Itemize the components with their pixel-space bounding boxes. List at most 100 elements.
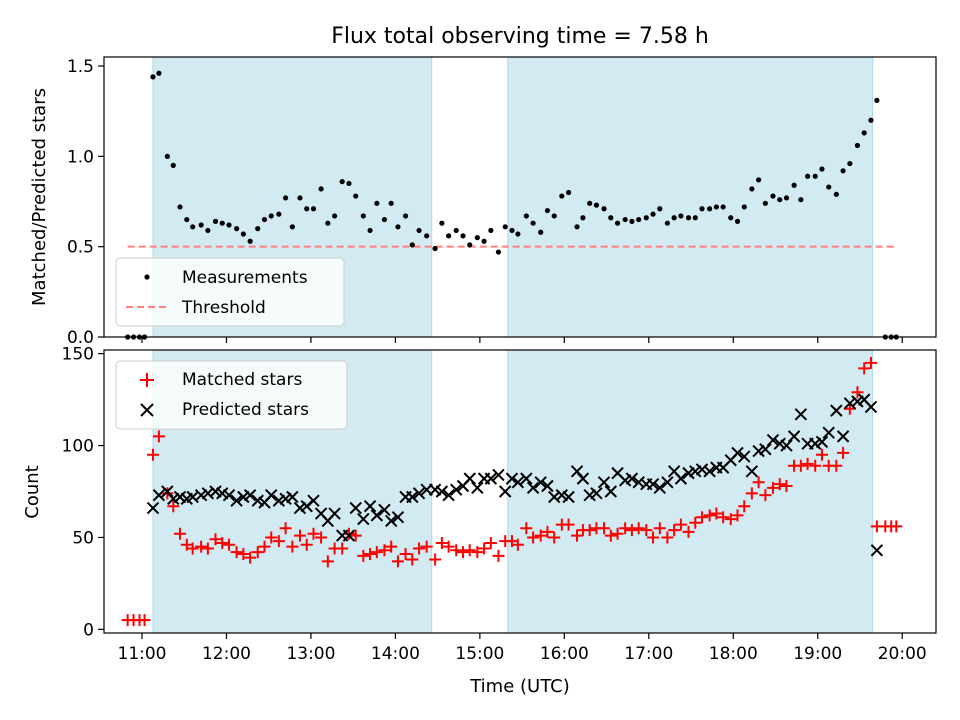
measurement-point <box>798 197 804 203</box>
matched-stars-point <box>420 540 433 553</box>
matched-stars-point <box>604 529 617 542</box>
matched-stars-point <box>378 544 391 557</box>
measurement-point <box>664 220 670 226</box>
measurement-point <box>805 173 811 179</box>
matched-stars-point <box>625 524 638 537</box>
predicted-stars-point <box>766 433 780 447</box>
matched-stars-point <box>237 547 250 560</box>
measurement-point <box>741 204 747 210</box>
predicted-stars-point <box>286 490 299 504</box>
figure-title: Flux total observing time = 7.58 h <box>331 24 709 49</box>
predicted-stars-point <box>780 439 793 452</box>
measurement-point <box>608 215 614 221</box>
measurement-point <box>854 142 861 149</box>
top-panel: 0.0 0.5 1.0 1.5 Matched/Predicted stars Mea… <box>29 56 937 348</box>
predicted-stars-point <box>674 472 688 485</box>
predicted-stars-point <box>499 485 512 498</box>
matched-stars-point <box>186 542 199 555</box>
measurement-point <box>388 200 394 206</box>
matched-stars-point <box>478 542 491 555</box>
measurement-point <box>297 195 303 201</box>
measurement-point <box>544 207 551 214</box>
measurement-point <box>699 206 705 212</box>
predicted-stars-point <box>534 476 547 489</box>
predicted-stars-point <box>646 477 660 491</box>
measurement-point <box>580 215 586 221</box>
matched-stars-point <box>619 522 632 535</box>
bottom-ylabel: Count <box>22 465 43 518</box>
predicted-stars-point <box>161 485 174 498</box>
matched-stars-point <box>286 540 299 553</box>
matched-stars-point <box>161 487 174 500</box>
measurement-point <box>276 211 282 217</box>
measurement-point <box>601 206 607 212</box>
measurement-point <box>762 200 768 206</box>
predicted-stars-point <box>370 509 384 522</box>
measurement-point <box>502 224 508 230</box>
measurement-point <box>318 186 324 192</box>
measurement-point <box>190 224 196 230</box>
y-tick-label: 1.0 <box>67 147 94 167</box>
measurement-point <box>395 224 401 230</box>
legend-matched-label: Matched stars <box>182 370 302 390</box>
measurement-point <box>255 226 261 232</box>
matched-stars-point <box>244 551 257 564</box>
matched-stars-point <box>315 531 328 544</box>
matched-stars-point <box>321 555 334 568</box>
matched-stars-point <box>429 553 442 566</box>
measurement-point <box>402 213 409 219</box>
measurement-point <box>481 238 487 244</box>
matched-stars-point <box>138 614 151 627</box>
matched-stars-point <box>696 511 709 524</box>
measurement-point <box>713 204 719 210</box>
predicted-stars-point <box>562 490 575 504</box>
matched-stars-point <box>794 459 807 472</box>
matched-stars-point <box>195 540 208 553</box>
measurement-point <box>565 189 572 196</box>
measurement-point <box>234 226 240 232</box>
x-tick-label: 15:00 <box>455 644 504 664</box>
matched-stars-point <box>611 527 624 540</box>
measurement-point <box>409 242 415 248</box>
measurement-point <box>622 216 628 223</box>
matched-stars-point <box>471 546 484 559</box>
predicted-stars-point <box>435 485 449 498</box>
predicted-stars-point <box>815 435 829 449</box>
measurement-point <box>424 233 430 239</box>
predicted-stars-point <box>505 472 519 485</box>
x-tick-label: 11:00 <box>118 644 167 664</box>
measurement-point <box>812 173 818 179</box>
predicted-stars-point <box>265 488 278 502</box>
bottom-legend-frame <box>115 360 348 430</box>
matched-stars-point <box>511 538 524 551</box>
x-tick-label: 19:00 <box>793 644 842 664</box>
predicted-stars-point <box>230 494 243 507</box>
measurement-point <box>574 224 580 230</box>
measurement-point <box>453 227 459 234</box>
predicted-stars-point <box>541 479 554 493</box>
bottom-xlabel: Time (UTC) <box>469 676 570 697</box>
matched-stars-point <box>864 356 877 369</box>
matched-stars-point <box>463 544 476 557</box>
predicted-stars-point <box>590 487 603 500</box>
matched-stars-point <box>809 459 822 472</box>
predicted-stars-point <box>604 485 618 498</box>
matched-stars-point <box>230 546 243 559</box>
predicted-stars-point <box>222 488 236 502</box>
matched-stars-point <box>167 500 180 513</box>
y-tick-label: 50 <box>72 528 94 548</box>
predicted-stars-point <box>787 430 801 443</box>
matched-stars-point <box>562 518 575 531</box>
top-legend-frame <box>115 257 345 327</box>
matched-stars-point <box>520 522 533 535</box>
predicted-stars-point <box>450 483 463 496</box>
measurement-point <box>614 220 621 226</box>
matched-stars-point <box>717 511 730 524</box>
matched-stars-point <box>682 525 695 538</box>
measurement-point <box>474 235 480 241</box>
matched-stars-point <box>534 529 547 542</box>
measurement-point <box>861 130 867 136</box>
matched-stars-point <box>724 513 737 526</box>
matched-stars-point <box>647 531 660 544</box>
measurement-point <box>346 180 352 187</box>
